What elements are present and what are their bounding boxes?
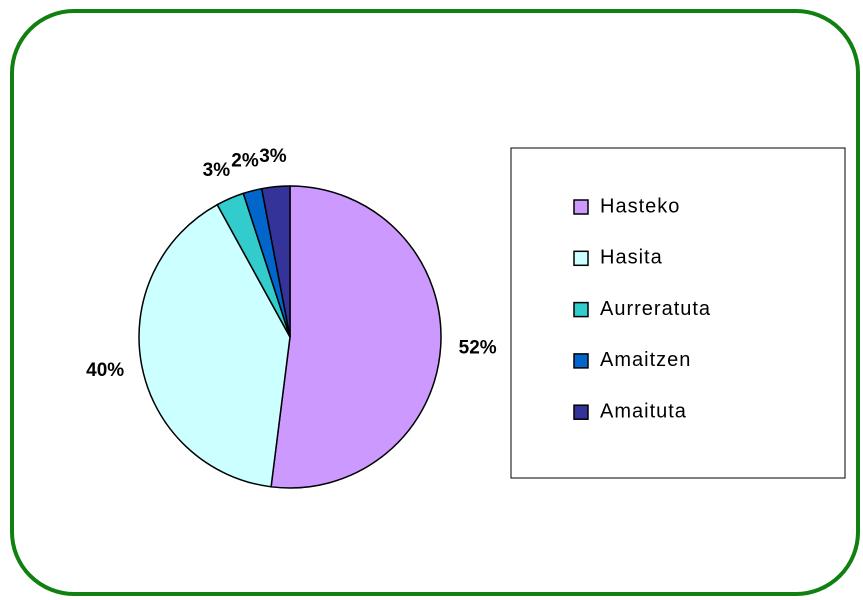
legend-label: Hasteko — [600, 195, 680, 217]
data-label: 2% — [231, 151, 259, 172]
legend-swatch — [573, 301, 589, 318]
pie-slice — [270, 185, 442, 489]
legend-box — [510, 147, 846, 479]
legend-label: Amaituta — [600, 400, 687, 422]
legend-label: Aurreratuta — [600, 298, 711, 320]
legend-swatch — [573, 404, 589, 420]
legend-label: Hasita — [600, 247, 663, 269]
legend-label: Amaitzen — [600, 349, 691, 371]
pie-slice — [260, 185, 291, 338]
data-label: 3% — [203, 160, 231, 181]
legend-swatch — [573, 353, 589, 369]
data-label: 40% — [86, 360, 124, 381]
legend-swatch — [573, 199, 589, 215]
data-label: 52% — [459, 337, 497, 358]
legend-swatch — [573, 250, 589, 267]
data-label: 3% — [259, 146, 287, 167]
pie-slice — [138, 203, 291, 488]
